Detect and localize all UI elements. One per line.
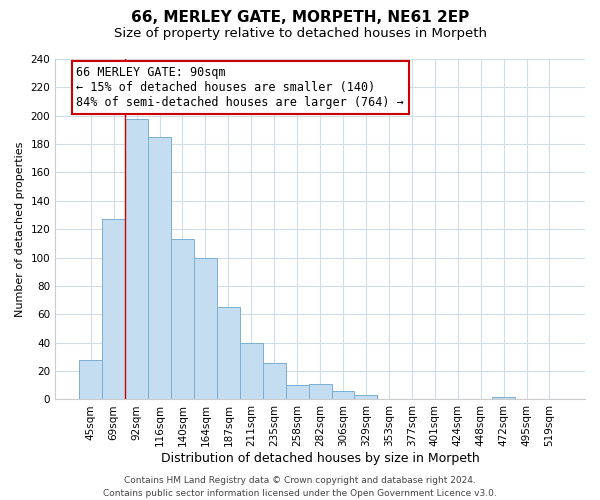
Text: 66, MERLEY GATE, MORPETH, NE61 2EP: 66, MERLEY GATE, MORPETH, NE61 2EP — [131, 10, 469, 25]
X-axis label: Distribution of detached houses by size in Morpeth: Distribution of detached houses by size … — [161, 452, 479, 465]
Bar — [102, 220, 125, 400]
Bar — [240, 342, 263, 400]
Bar — [194, 258, 217, 400]
Text: Contains HM Land Registry data © Crown copyright and database right 2024.
Contai: Contains HM Land Registry data © Crown c… — [103, 476, 497, 498]
Bar — [125, 118, 148, 400]
Text: 66 MERLEY GATE: 90sqm
← 15% of detached houses are smaller (140)
84% of semi-det: 66 MERLEY GATE: 90sqm ← 15% of detached … — [76, 66, 404, 109]
Bar — [171, 239, 194, 400]
Y-axis label: Number of detached properties: Number of detached properties — [15, 142, 25, 317]
Bar — [217, 308, 240, 400]
Bar — [148, 137, 171, 400]
Bar — [308, 384, 332, 400]
Bar — [263, 362, 286, 400]
Bar — [355, 395, 377, 400]
Bar — [286, 386, 308, 400]
Bar — [332, 391, 355, 400]
Bar — [492, 396, 515, 400]
Text: Size of property relative to detached houses in Morpeth: Size of property relative to detached ho… — [113, 28, 487, 40]
Bar — [79, 360, 102, 400]
